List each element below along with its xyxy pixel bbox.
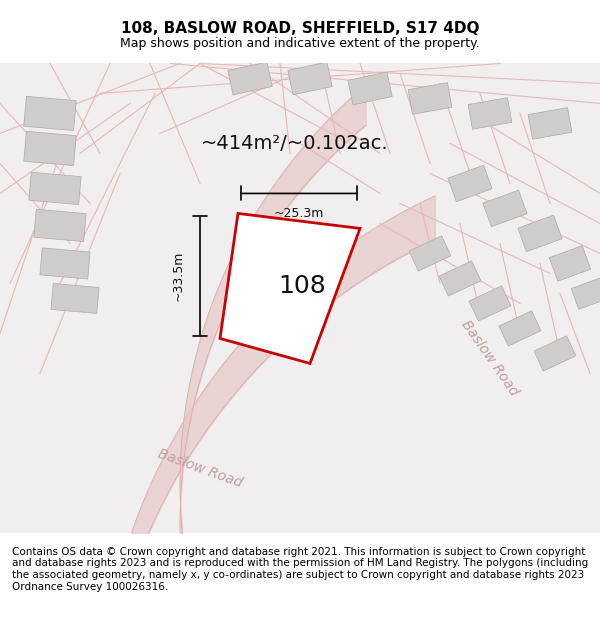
Polygon shape — [469, 286, 511, 321]
Polygon shape — [499, 311, 541, 346]
Text: Contains OS data © Crown copyright and database right 2021. This information is : Contains OS data © Crown copyright and d… — [12, 547, 588, 592]
Polygon shape — [24, 131, 76, 166]
Text: ~33.5m: ~33.5m — [172, 251, 185, 301]
Text: 108: 108 — [278, 274, 326, 298]
Polygon shape — [518, 215, 562, 252]
Polygon shape — [29, 173, 81, 204]
Polygon shape — [409, 236, 451, 271]
Polygon shape — [448, 165, 492, 202]
Polygon shape — [483, 190, 527, 227]
Polygon shape — [528, 107, 572, 139]
Polygon shape — [288, 62, 332, 95]
Polygon shape — [408, 82, 452, 114]
Polygon shape — [34, 209, 86, 242]
Polygon shape — [571, 278, 600, 309]
Polygon shape — [40, 248, 90, 279]
Text: Baslow Road: Baslow Road — [156, 447, 244, 490]
Polygon shape — [468, 98, 512, 129]
Polygon shape — [439, 261, 481, 296]
Polygon shape — [549, 246, 591, 281]
Polygon shape — [228, 62, 272, 95]
Polygon shape — [51, 284, 99, 313]
Text: Map shows position and indicative extent of the property.: Map shows position and indicative extent… — [120, 38, 480, 50]
Polygon shape — [220, 213, 360, 363]
Text: ~25.3m: ~25.3m — [274, 208, 324, 221]
Text: 108, BASLOW ROAD, SHEFFIELD, S17 4DQ: 108, BASLOW ROAD, SHEFFIELD, S17 4DQ — [121, 21, 479, 36]
Polygon shape — [24, 96, 76, 131]
Text: ~414m²/~0.102ac.: ~414m²/~0.102ac. — [201, 134, 389, 153]
Polygon shape — [348, 72, 392, 105]
Text: Baslow Road: Baslow Road — [459, 318, 521, 399]
Polygon shape — [534, 336, 576, 371]
